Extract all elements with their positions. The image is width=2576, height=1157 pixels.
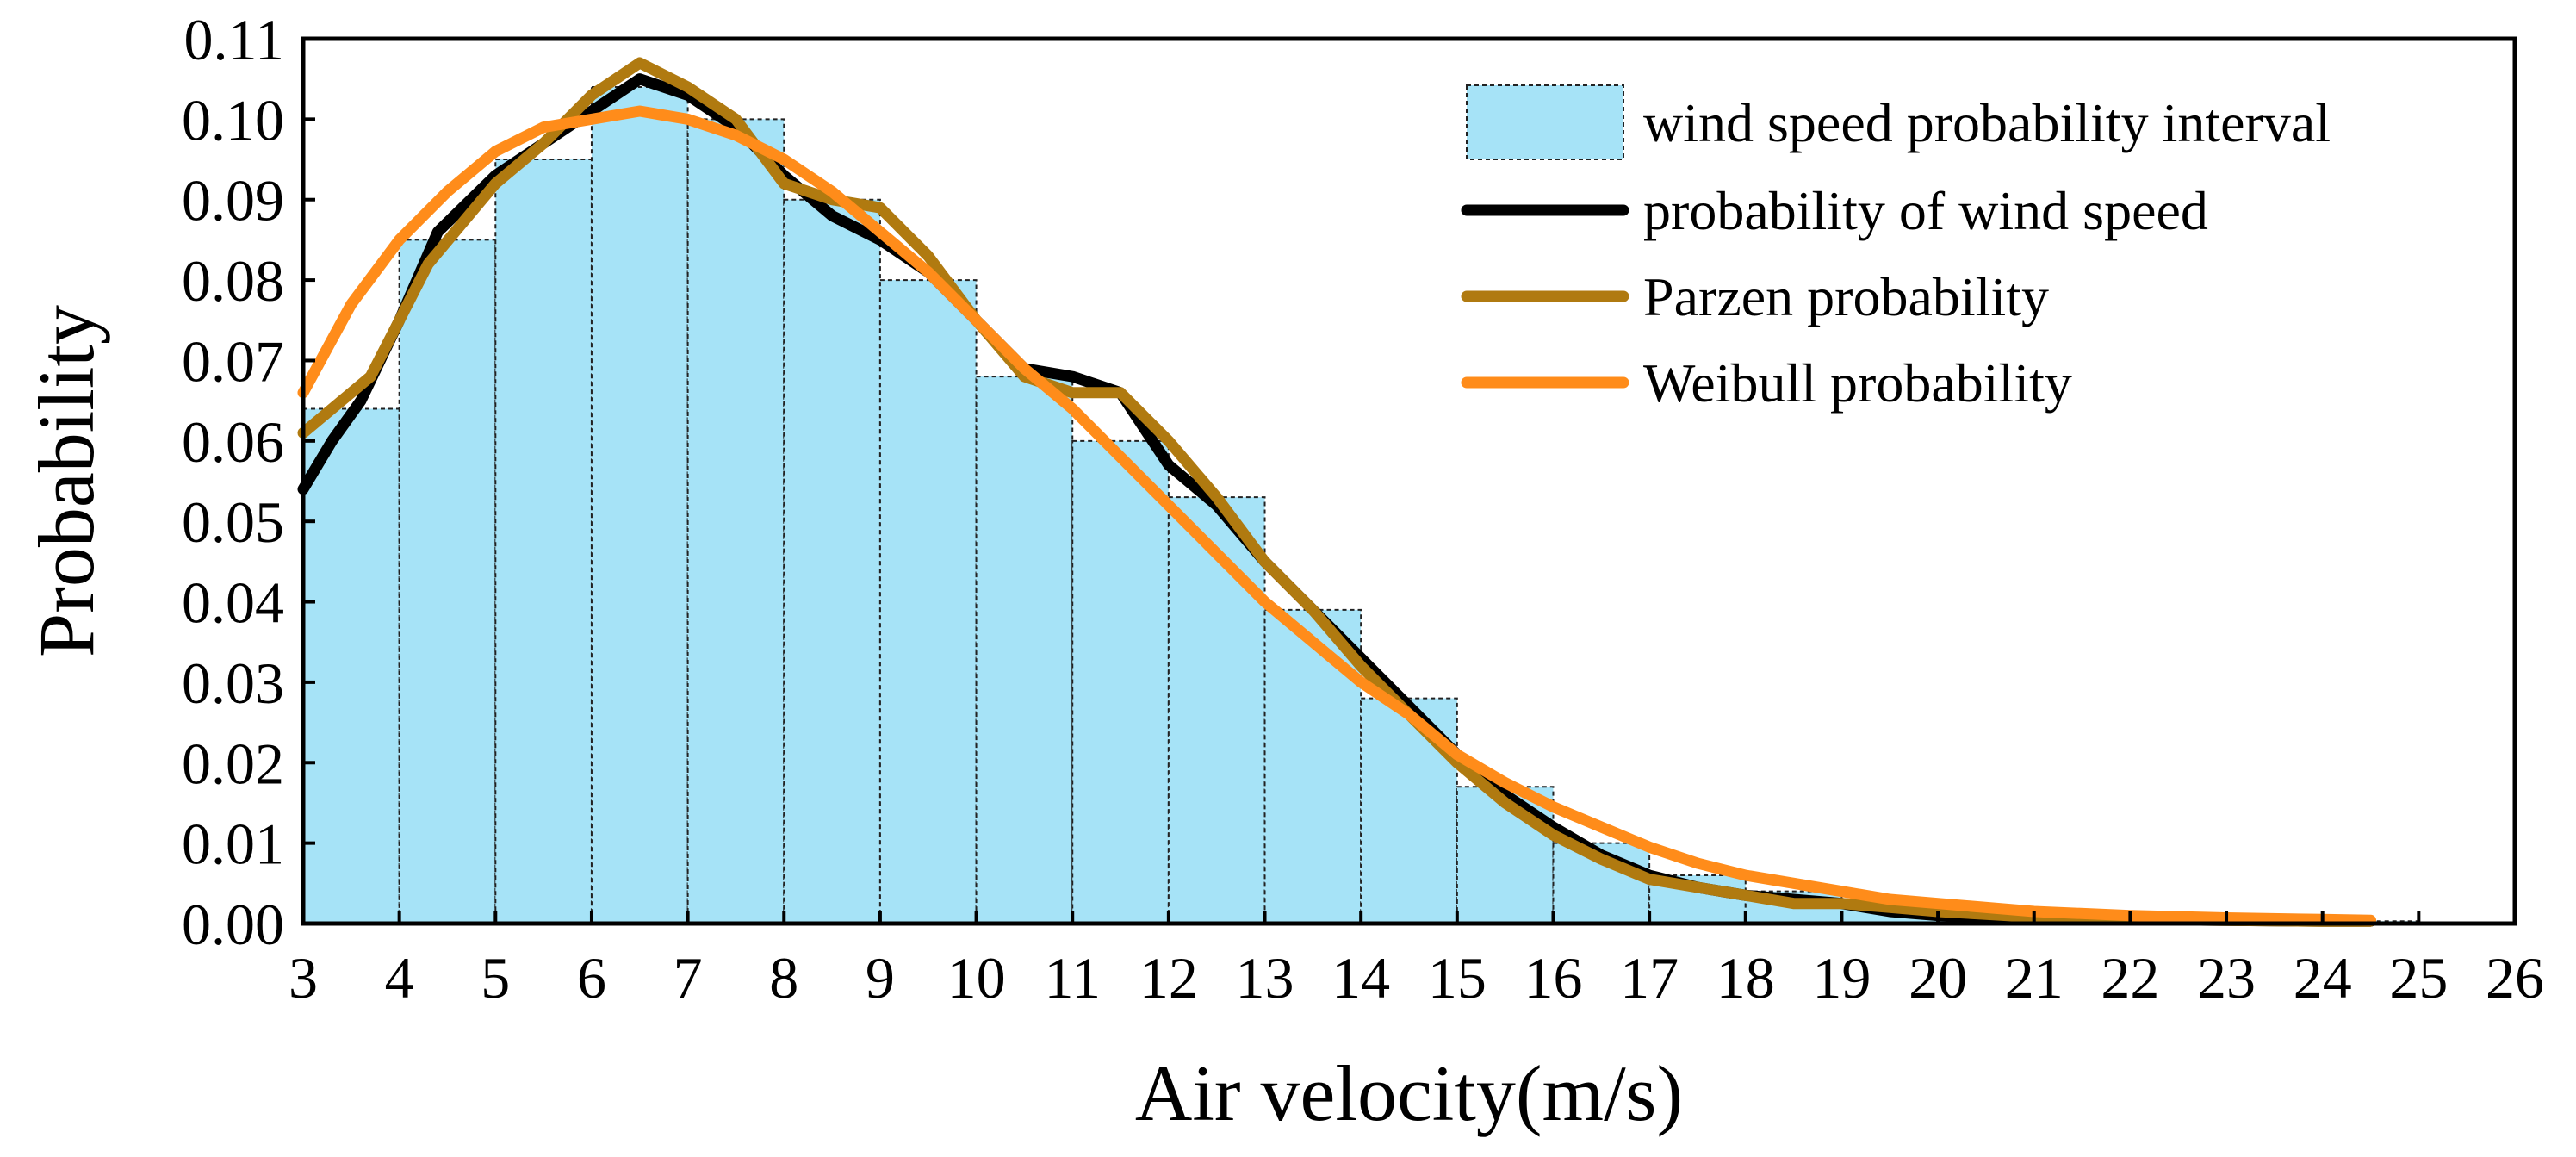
y-tick-label: 0.03: [182, 650, 284, 716]
y-tick-label: 0.07: [182, 328, 284, 394]
histogram-bar: [975, 376, 1074, 924]
histogram-bar: [783, 198, 881, 924]
x-tick-label: 11: [1044, 945, 1100, 1011]
legend-label: probability of wind speed: [1643, 180, 2208, 241]
histogram-bar: [686, 118, 785, 924]
histogram-bar: [398, 239, 497, 924]
histogram-bar: [1071, 439, 1170, 924]
x-tick-label: 20: [1909, 945, 1967, 1011]
x-tick-label: 17: [1620, 945, 1679, 1011]
histogram-bar: [494, 159, 593, 924]
y-tick-label: 0.02: [182, 731, 284, 796]
histogram-bar: [1167, 496, 1266, 924]
y-tick-label: 0.00: [182, 892, 284, 957]
x-tick-label: 24: [2294, 945, 2352, 1011]
y-tick-label: 0.06: [182, 409, 284, 475]
legend-label: Parzen probability: [1643, 266, 2049, 327]
y-tick-label: 0.05: [182, 489, 284, 555]
legend-swatch: [1466, 84, 1624, 160]
x-tick-label: 7: [673, 945, 703, 1011]
y-tick-label: 0.04: [182, 570, 284, 636]
x-tick-label: 21: [2005, 945, 2064, 1011]
y-axis: 0.00 0.01 0.02 0.03 0.04 0.05 0.06 0.07 0.08 0.09…: [182, 7, 315, 957]
y-tick-label: 0.01: [182, 812, 284, 877]
x-tick-label: 14: [1331, 945, 1390, 1011]
x-axis: 3 4 5 6 7 8 9 10 11 12 13 14 15 16 17 18 19 20 21 22 23 24 25 2…: [289, 911, 2544, 1011]
x-tick-label: 13: [1236, 945, 1294, 1011]
x-tick-label: 12: [1139, 945, 1198, 1011]
legend-label: wind speed probability interval: [1643, 92, 2331, 153]
x-tick-label: 9: [866, 945, 895, 1011]
histogram-bar: [878, 279, 978, 925]
x-tick-label: 10: [947, 945, 1006, 1011]
histogram-bar: [590, 86, 689, 924]
histogram-bar: [302, 407, 400, 924]
x-tick-label: 15: [1428, 945, 1487, 1011]
y-tick-label: 0.11: [184, 7, 284, 72]
y-axis-title: Probability: [22, 305, 110, 657]
legend-label: Weibull probability: [1643, 352, 2072, 414]
series-line-parzen: [297, 57, 2376, 927]
legend: wind speed probability interval probabili…: [1461, 84, 2331, 414]
x-tick-label: 4: [385, 945, 414, 1011]
histogram-bar: [1360, 697, 1458, 925]
x-tick-label: 8: [769, 945, 798, 1011]
x-tick-label: 23: [2197, 945, 2256, 1011]
histogram-bars: [302, 86, 2420, 925]
y-tick-label: 0.08: [182, 248, 284, 314]
x-tick-label: 18: [1716, 945, 1775, 1011]
x-tick-label: 22: [2101, 945, 2159, 1011]
series-line-weibull: [297, 105, 2376, 926]
series-lines: [297, 57, 2376, 927]
x-tick-label: 25: [2389, 945, 2448, 1011]
y-tick-label: 0.09: [182, 168, 284, 233]
x-tick-label: 16: [1524, 945, 1582, 1011]
x-tick-label: 5: [481, 945, 510, 1011]
x-tick-label: 6: [577, 945, 606, 1011]
x-tick-label: 19: [1812, 945, 1871, 1011]
plot-frame: [301, 36, 2517, 926]
y-tick-label: 0.10: [182, 87, 284, 152]
x-tick-label: 26: [2486, 945, 2544, 1011]
x-tick-label: 3: [289, 945, 318, 1011]
x-axis-title: Air velocity(m/s): [1135, 1049, 1683, 1137]
